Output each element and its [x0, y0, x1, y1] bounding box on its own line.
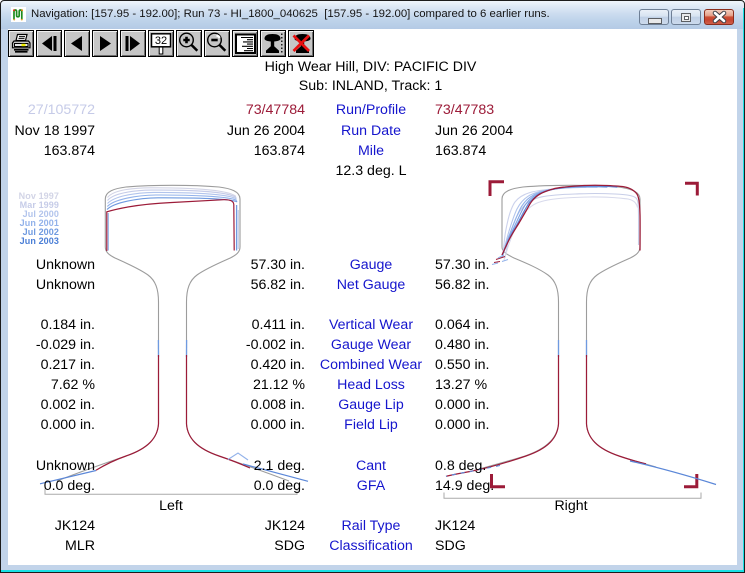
svg-text:32: 32: [155, 35, 167, 47]
